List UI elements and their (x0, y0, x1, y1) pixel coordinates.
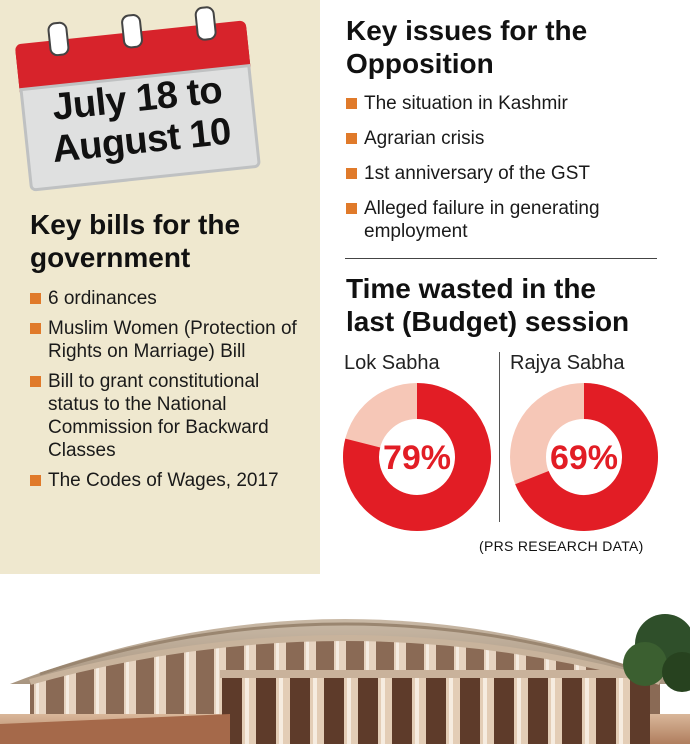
list-item: The situation in Kashmir (346, 92, 666, 115)
list-item: Agrarian crisis (346, 127, 666, 150)
opposition-heading-line1: Key issues for the (346, 15, 588, 46)
bullet-square-icon (346, 98, 357, 109)
rajya-sabha-donut: 69% (510, 383, 658, 531)
bullet-square-icon (30, 293, 41, 304)
bullet-square-icon (30, 323, 41, 334)
government-heading-line1: Key bills for the (30, 209, 241, 240)
opposition-heading: Key issues for the Opposition (346, 14, 666, 80)
calendar-ring-icon (46, 20, 71, 57)
bullet-square-icon (346, 168, 357, 179)
opposition-issues-list: The situation in Kashmir Agrarian crisis… (346, 92, 666, 255)
time-wasted-heading-line2: last (Budget) session (346, 306, 630, 337)
calendar-graphic: July 18 to August 10 (14, 5, 261, 193)
list-item: 6 ordinances (30, 287, 305, 310)
calendar-ring-icon (120, 13, 144, 50)
bullet-square-icon (30, 475, 41, 486)
donut-value-arc (343, 383, 491, 531)
list-item: Muslim Women (Protection of Rights on Ma… (30, 317, 305, 363)
bullet-square-icon (30, 376, 41, 387)
lok-sabha-label: Lok Sabha (344, 352, 440, 374)
list-item: Bill to grant constitutional status to t… (30, 370, 305, 462)
lok-sabha-donut: 79% (343, 383, 491, 531)
government-heading-line2: government (30, 242, 191, 273)
bullet-square-icon (346, 203, 357, 214)
list-item: Alleged failure in generating employment (346, 197, 666, 243)
donut-value-label: 69% (550, 439, 618, 477)
rajya-sabha-label: Rajya Sabha (510, 352, 625, 374)
list-item: The Codes of Wages, 2017 (30, 469, 305, 492)
government-bills-list: 6 ordinances Muslim Women (Protection of… (30, 287, 305, 499)
government-heading: Key bills for the government (30, 208, 310, 274)
opposition-heading-line2: Opposition (346, 48, 494, 79)
section-divider (345, 258, 657, 259)
chart-divider (499, 352, 500, 522)
donut-value-label: 79% (383, 439, 451, 477)
source-note: (PRS RESEARCH DATA) (479, 538, 644, 554)
list-item: 1st anniversary of the GST (346, 162, 666, 185)
time-wasted-heading-line1: Time wasted in the (346, 273, 596, 304)
donut-value-arc (515, 383, 658, 531)
time-wasted-heading: Time wasted in the last (Budget) session (346, 272, 676, 338)
calendar-ring-icon (193, 5, 218, 42)
parliament-building-image (0, 574, 690, 744)
left-panel: July 18 to August 10 Key bills for the g… (0, 0, 320, 600)
bullet-square-icon (346, 133, 357, 144)
